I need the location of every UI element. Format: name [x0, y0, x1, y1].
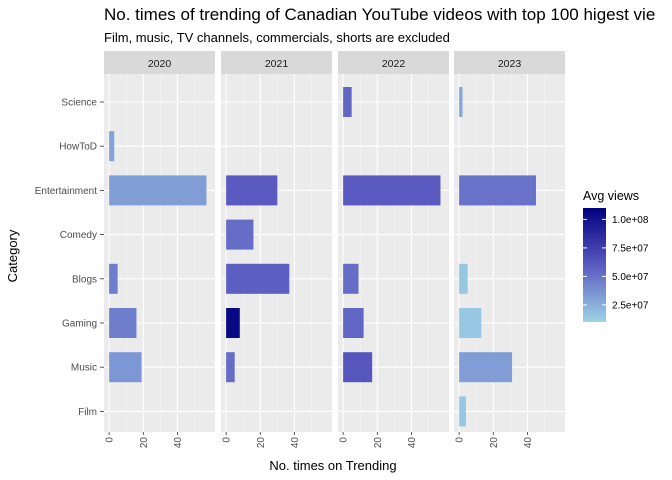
y-axis: Science HowToD Entertainment Comedy Blogs Gam…	[35, 98, 104, 418]
bar-2021-music	[226, 352, 235, 383]
bar-2022-blogs	[343, 263, 359, 294]
x-tick-label: 20	[139, 437, 150, 449]
x-tick-label: 0	[222, 437, 233, 443]
legend-label: 7.5e+07	[612, 243, 649, 254]
legend: Avg views 1.0e+08 7.5e+07 5.0e+07 2.5e+07	[583, 189, 649, 322]
bar-2021-entertainment	[226, 175, 278, 206]
bar-2023-music	[459, 352, 513, 383]
x-tick-label: 20	[256, 437, 267, 449]
facet-strip	[221, 51, 332, 74]
facet-strip-label: 2021	[265, 58, 289, 70]
bar-2021-comedy	[226, 219, 254, 250]
x-tick-label: 40	[173, 437, 184, 449]
legend-label: 1.0e+08	[612, 215, 649, 226]
bar-2022-music	[343, 352, 373, 383]
y-tick-label: Entertainment	[35, 186, 97, 197]
facet-strip-label: 2020	[148, 58, 172, 70]
x-tick-label: 40	[290, 437, 301, 449]
facet-panel-2021: 2021 0 20 40	[221, 51, 332, 448]
bar-2020-music	[109, 352, 142, 383]
legend-label: 2.5e+07	[612, 300, 649, 311]
y-tick-label: Music	[71, 363, 97, 374]
x-axis-title: No. times on Trending	[269, 458, 396, 473]
bar-2021-gaming	[226, 308, 240, 338]
bar-2023-blogs	[459, 263, 468, 294]
legend-label: 5.0e+07	[612, 272, 649, 283]
bar-2020-entertainment	[109, 175, 207, 206]
x-tick-label: 20	[373, 437, 384, 449]
x-tick-label: 0	[105, 437, 116, 443]
facet-panels: 2020 0 20 40 2021 0 20 40 2022 0 20 40 2023 0 20 40	[104, 51, 565, 448]
bar-2020-blogs	[109, 263, 118, 294]
legend-colorbar	[583, 208, 606, 322]
panel-background	[221, 74, 332, 432]
bar-2021-blogs	[226, 263, 290, 294]
y-tick-label: Comedy	[60, 230, 97, 241]
facet-panel-2022: 2022 0 20 40	[338, 51, 449, 448]
y-tick-label: Film	[78, 407, 97, 418]
y-tick-label: Science	[61, 98, 97, 109]
facet-strip	[104, 51, 215, 74]
bar-2022-entertainment	[343, 175, 441, 206]
bar-2023-science	[459, 87, 463, 117]
bar-2020-gaming	[109, 308, 137, 338]
bar-2022-science	[343, 87, 352, 117]
bar-2023-film	[459, 396, 466, 427]
x-tick-label: 40	[407, 437, 418, 449]
y-tick-label: Gaming	[62, 319, 97, 330]
bar-2020-howtod	[109, 131, 115, 162]
chart-title: No. times of trending of Canadian YouTub…	[104, 5, 655, 24]
y-tick-label: HowToD	[59, 142, 97, 153]
x-tick-label: 20	[489, 437, 500, 449]
facet-panel-2020: 2020 0 20 40	[104, 51, 215, 448]
bar-2023-entertainment	[459, 175, 536, 206]
y-axis-title: Category	[5, 229, 20, 282]
x-tick-label: 40	[523, 437, 534, 449]
facet-strip	[338, 51, 449, 74]
x-tick-label: 0	[339, 437, 350, 443]
facet-panel-2023: 2023 0 20 40	[454, 51, 565, 448]
legend-title: Avg views	[583, 189, 639, 203]
bar-2023-gaming	[459, 308, 482, 338]
x-tick-label: 0	[455, 437, 466, 443]
facet-strip-label: 2022	[382, 58, 406, 70]
facet-strip	[454, 51, 565, 74]
y-tick-label: Blogs	[72, 274, 97, 285]
chart-subtitle: Film, music, TV channels, commercials, s…	[104, 30, 450, 45]
facet-strip-label: 2023	[498, 58, 522, 70]
bar-2022-gaming	[343, 308, 364, 338]
